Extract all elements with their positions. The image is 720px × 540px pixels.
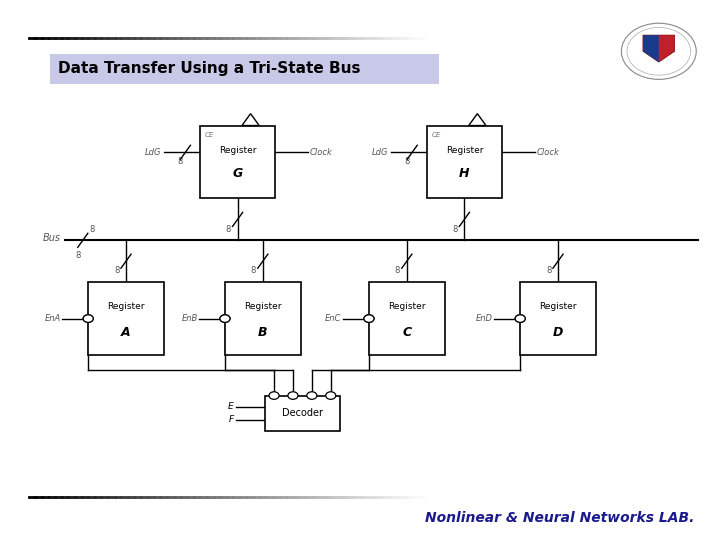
Polygon shape	[643, 35, 659, 62]
FancyBboxPatch shape	[89, 282, 163, 355]
Text: Clock: Clock	[537, 148, 559, 157]
Text: F: F	[228, 415, 233, 424]
Text: LdG: LdG	[372, 148, 389, 157]
Text: A: A	[121, 326, 131, 339]
Circle shape	[84, 315, 94, 322]
Text: Decoder: Decoder	[282, 408, 323, 418]
Text: Nonlinear & Neural Networks LAB.: Nonlinear & Neural Networks LAB.	[426, 511, 695, 525]
Text: 8: 8	[225, 225, 231, 234]
Text: 8: 8	[452, 225, 458, 234]
Text: 8: 8	[546, 266, 552, 275]
Text: Register: Register	[219, 146, 256, 154]
Text: 8: 8	[178, 158, 183, 166]
Text: CE: CE	[205, 132, 214, 138]
Circle shape	[364, 315, 374, 322]
Circle shape	[220, 315, 230, 322]
Text: 8: 8	[75, 251, 81, 260]
Circle shape	[307, 392, 317, 400]
Circle shape	[220, 315, 230, 322]
Text: LdG: LdG	[145, 148, 162, 157]
Text: Register: Register	[244, 302, 282, 311]
Text: Register: Register	[446, 146, 483, 154]
FancyBboxPatch shape	[426, 126, 503, 199]
Text: Bus: Bus	[43, 233, 61, 242]
Text: 8: 8	[395, 266, 400, 275]
Text: C: C	[402, 326, 411, 339]
Text: H: H	[459, 167, 469, 180]
Circle shape	[325, 392, 336, 400]
Text: EnB: EnB	[181, 314, 197, 323]
FancyBboxPatch shape	[521, 282, 596, 355]
Circle shape	[621, 23, 696, 79]
Text: 8: 8	[251, 266, 256, 275]
FancyBboxPatch shape	[225, 282, 301, 355]
Text: EnD: EnD	[476, 314, 492, 323]
Circle shape	[516, 315, 526, 322]
Circle shape	[288, 392, 298, 400]
FancyBboxPatch shape	[200, 126, 275, 199]
FancyBboxPatch shape	[50, 54, 439, 84]
Text: G: G	[233, 167, 243, 180]
Text: Register: Register	[539, 302, 577, 311]
Text: 8: 8	[89, 225, 95, 234]
Text: EnA: EnA	[45, 314, 60, 323]
Text: Register: Register	[388, 302, 426, 311]
Circle shape	[84, 315, 94, 322]
Text: 8: 8	[114, 266, 120, 275]
Text: CE: CE	[432, 132, 441, 138]
Text: E: E	[228, 402, 233, 411]
Circle shape	[516, 315, 526, 322]
Text: Data Transfer Using a Tri-State Bus: Data Transfer Using a Tri-State Bus	[58, 62, 360, 76]
Circle shape	[364, 315, 374, 322]
Circle shape	[269, 392, 279, 400]
Polygon shape	[643, 35, 675, 62]
FancyBboxPatch shape	[369, 282, 444, 355]
Text: EnC: EnC	[325, 314, 341, 323]
Text: D: D	[553, 326, 563, 339]
Text: Clock: Clock	[310, 148, 333, 157]
Text: Register: Register	[107, 302, 145, 311]
FancyBboxPatch shape	[265, 395, 340, 431]
Text: B: B	[258, 326, 268, 339]
Text: 8: 8	[405, 158, 410, 166]
